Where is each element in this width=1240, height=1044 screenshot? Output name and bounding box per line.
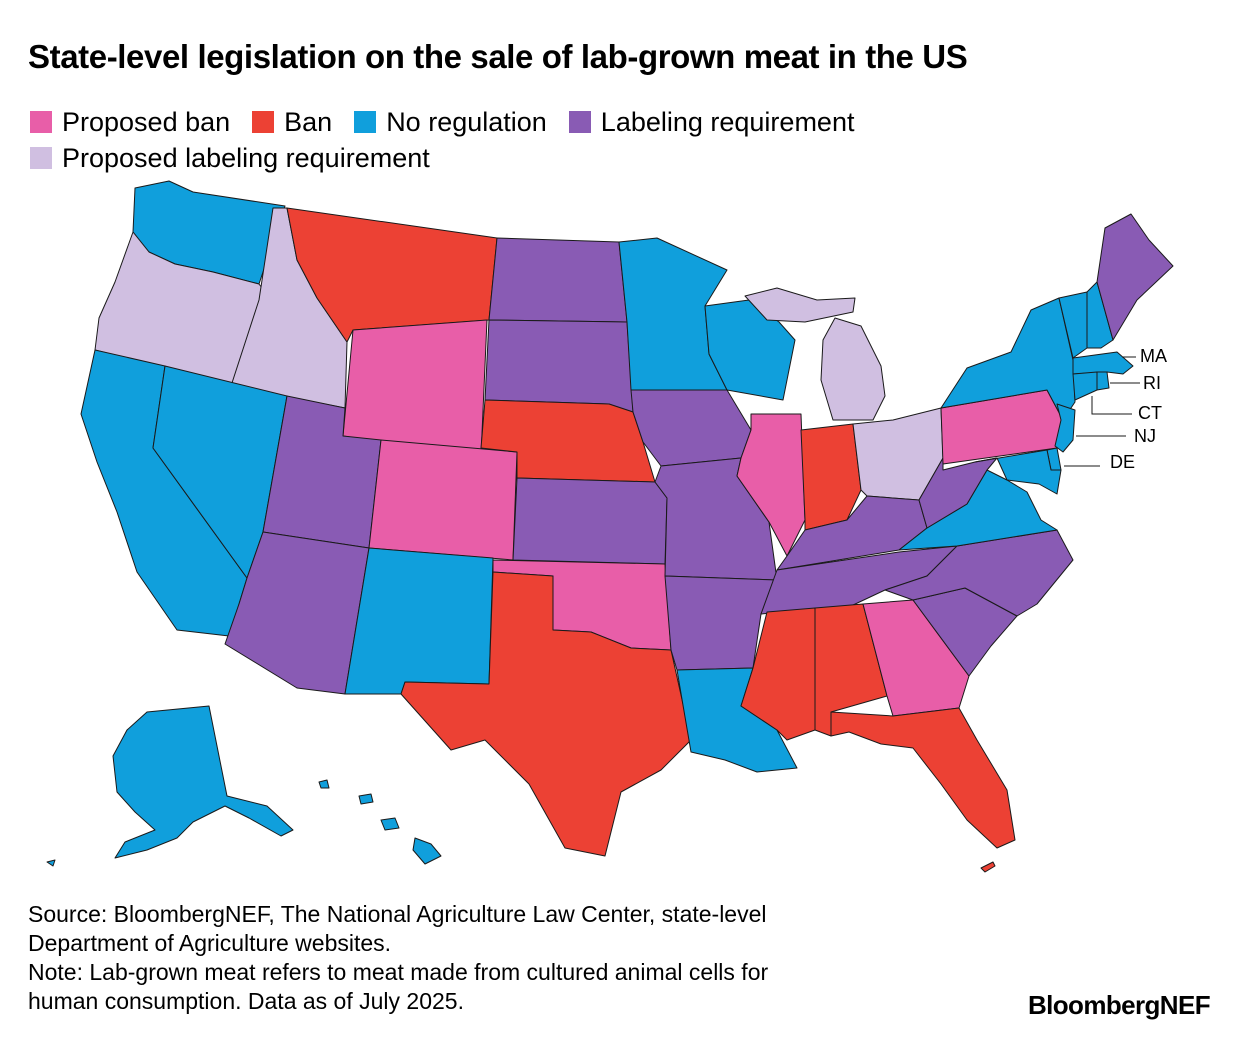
legend-row-1: Proposed ban Ban No regulation Labeling … bbox=[30, 104, 1030, 140]
legend-swatch bbox=[30, 147, 52, 169]
state-me bbox=[1096, 213, 1174, 341]
state-hi-4 bbox=[318, 779, 330, 789]
state-ks bbox=[512, 477, 668, 565]
state-sd bbox=[484, 319, 634, 413]
legend-item-no-regulation: No regulation bbox=[354, 107, 547, 138]
state-nj bbox=[1054, 403, 1076, 453]
state-fl bbox=[830, 707, 1016, 849]
state-md bbox=[974, 449, 1062, 495]
state-nc bbox=[884, 529, 1074, 617]
note-line: Note: Lab-grown meat refers to meat made… bbox=[28, 959, 769, 985]
state-ak-island bbox=[46, 859, 56, 867]
legend-item-ban: Ban bbox=[252, 107, 332, 138]
source-note: Source: BloombergNEF, The National Agric… bbox=[28, 900, 948, 1016]
state-fl-keys bbox=[980, 861, 996, 873]
state-tx bbox=[400, 571, 692, 857]
legend-swatch bbox=[354, 111, 377, 133]
legend-item-proposed-labeling-requirement: Proposed labeling requirement bbox=[30, 143, 430, 174]
state-ri bbox=[1096, 371, 1110, 391]
source-line: Department of Agriculture websites. bbox=[28, 930, 392, 956]
callout-label-ma: MA bbox=[1140, 346, 1167, 366]
legend: Proposed ban Ban No regulation Labeling … bbox=[30, 104, 1030, 176]
state-wy bbox=[342, 319, 488, 457]
legend-row-2: Proposed labeling requirement bbox=[30, 140, 1030, 176]
legend-label: Labeling requirement bbox=[600, 106, 855, 137]
state-mi-up bbox=[744, 287, 856, 323]
state-ct bbox=[1072, 371, 1098, 401]
legend-swatch bbox=[30, 111, 52, 133]
legend-swatch bbox=[568, 111, 591, 133]
state-mi bbox=[820, 317, 886, 421]
callout-label-de: DE bbox=[1110, 452, 1135, 472]
legend-label: Proposed labeling requirement bbox=[62, 142, 430, 173]
legend-item-proposed-ban: Proposed ban bbox=[30, 107, 230, 138]
state-nm bbox=[344, 547, 494, 695]
callout-label-nj: NJ bbox=[1134, 426, 1156, 446]
state-ak bbox=[112, 705, 294, 859]
us-map: MA RI CT NJ DE bbox=[46, 180, 1174, 873]
legend-swatch bbox=[252, 111, 275, 133]
state-nd bbox=[488, 237, 628, 323]
source-line: Source: BloombergNEF, The National Agric… bbox=[28, 901, 767, 927]
state-ia bbox=[630, 389, 752, 467]
state-ma bbox=[1072, 351, 1134, 375]
legend-label: No regulation bbox=[386, 106, 547, 137]
callout-label-ri: RI bbox=[1143, 373, 1161, 393]
callout-line-ct bbox=[1091, 396, 1132, 415]
chart-title: State-level legislation on the sale of l… bbox=[28, 38, 968, 75]
note-line: human consumption. Data as of July 2025. bbox=[28, 988, 464, 1014]
brand-logo: BloombergNEF bbox=[1027, 990, 1211, 1020]
state-co bbox=[368, 439, 518, 561]
state-hi-1 bbox=[412, 837, 442, 865]
legend-label: Ban bbox=[284, 106, 333, 137]
state-hi-2 bbox=[380, 817, 400, 831]
legend-label: Proposed ban bbox=[62, 106, 231, 137]
callout-label-ct: CT bbox=[1138, 403, 1162, 423]
state-nh bbox=[1086, 281, 1114, 349]
legend-item-labeling-requirement: Labeling requirement bbox=[568, 106, 855, 138]
state-hi-3 bbox=[358, 793, 374, 805]
